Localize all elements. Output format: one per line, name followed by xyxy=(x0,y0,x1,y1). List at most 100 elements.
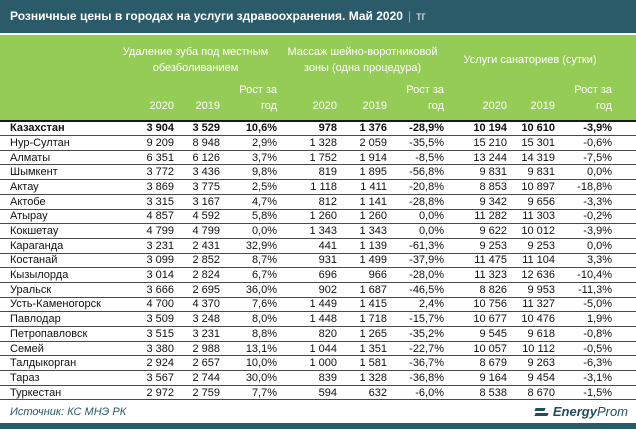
value-cell: 10 476 xyxy=(509,311,558,327)
value-cell: 1,9% xyxy=(557,311,615,327)
value-cell: 6,7% xyxy=(222,267,280,283)
spacer xyxy=(614,370,636,386)
value-cell: 8 853 xyxy=(446,179,510,195)
value-cell: -3,9% xyxy=(557,223,615,239)
value-cell: 30,0% xyxy=(222,370,280,386)
year-column-header: 2019 xyxy=(509,83,558,121)
value-cell: 594 xyxy=(279,385,340,401)
value-cell: 1 752 xyxy=(279,150,340,166)
value-cell: -18,8% xyxy=(557,179,615,195)
value-cell: 2 695 xyxy=(176,282,222,298)
city-cell: Талдыкорган xyxy=(0,355,112,372)
value-cell: 10 057 xyxy=(446,341,510,357)
energyprom-logo-text: EnergyProm xyxy=(552,404,628,420)
value-cell: 1 914 xyxy=(339,150,390,166)
spacer xyxy=(614,209,636,225)
value-cell: 978 xyxy=(279,119,340,137)
value-cell: 8 826 xyxy=(446,282,510,298)
value-cell: -3,3% xyxy=(557,194,615,210)
spacer xyxy=(614,253,636,269)
value-cell: 10 756 xyxy=(446,297,510,313)
value-cell: 902 xyxy=(279,282,340,298)
city-column-spacer xyxy=(0,35,112,83)
value-cell: 9 831 xyxy=(446,164,510,181)
table-row: Усть-Каменогорск 4 700 4 370 7,6% 1 449 1 415… xyxy=(0,297,636,313)
value-cell: 819 xyxy=(279,164,340,181)
column-group-massage: Массаж шейно-воротниковой зоны (одна про… xyxy=(279,35,447,83)
value-cell: -3,9% xyxy=(557,119,615,137)
value-cell: 1 895 xyxy=(339,164,390,181)
city-cell: Нур-Султан xyxy=(0,135,112,151)
value-cell: 1 351 xyxy=(339,341,390,357)
table-row: Казахстан 3 904 3 529 10,6% 978 1 376 -28,9% 10… xyxy=(0,119,636,137)
value-cell: 9 454 xyxy=(509,370,558,386)
value-cell: -0,2% xyxy=(557,209,615,225)
value-cell: 9 209 xyxy=(112,135,176,151)
value-cell: 8,8% xyxy=(222,326,280,342)
value-cell: 9,8% xyxy=(222,164,280,181)
value-cell: 11 475 xyxy=(446,253,510,269)
value-cell: 4 799 xyxy=(176,223,222,239)
value-cell: 9 263 xyxy=(509,355,558,372)
city-cell: Караганда xyxy=(0,238,112,254)
value-cell: 11 323 xyxy=(446,267,510,283)
value-cell: 3 869 xyxy=(112,179,176,195)
table-row: Талдыкорган 2 924 2 657 10,0% 1 000 1 581 -36,… xyxy=(0,355,636,372)
value-cell: -8,5% xyxy=(389,150,447,166)
value-cell: -1,5% xyxy=(557,385,615,401)
value-cell: 1 581 xyxy=(339,355,390,372)
spacer xyxy=(614,35,636,83)
value-cell: 1 415 xyxy=(339,297,390,313)
value-cell: 966 xyxy=(339,267,390,283)
value-cell: 12 636 xyxy=(509,267,558,283)
value-cell: 632 xyxy=(339,385,390,401)
value-cell: 7,6% xyxy=(222,297,280,313)
spacer xyxy=(614,223,636,239)
value-cell: 3 231 xyxy=(112,238,176,254)
value-cell: 3,7% xyxy=(222,150,280,166)
spacer xyxy=(614,297,636,313)
value-cell: 14 319 xyxy=(509,150,558,166)
value-cell: 0,0% xyxy=(557,238,615,254)
table-row: Тараз 3 567 2 744 30,0% 839 1 328 -36,8% 9 164 9… xyxy=(0,370,636,386)
energyprom-logo: EnergyProm xyxy=(534,404,628,420)
value-cell: 3 167 xyxy=(176,194,222,210)
bottom-bar xyxy=(0,423,636,430)
value-cell: 2 744 xyxy=(176,370,222,386)
table-row: Кызылорда 3 014 2 824 6,7% 696 966 -28,0% 11 32… xyxy=(0,267,636,283)
value-cell: 2 657 xyxy=(176,355,222,372)
value-cell: 1 118 xyxy=(279,179,340,195)
value-cell: 1 343 xyxy=(339,223,390,239)
value-cell: 9 253 xyxy=(509,238,558,254)
value-cell: 1 343 xyxy=(279,223,340,239)
value-cell: -28,0% xyxy=(389,267,447,283)
value-cell: 3 529 xyxy=(176,119,222,137)
value-cell: 3 509 xyxy=(112,311,176,327)
value-cell: 9 831 xyxy=(509,164,558,181)
year-column-header: Рост за год xyxy=(557,83,615,121)
value-cell: 15 210 xyxy=(446,135,510,151)
table-row: Туркестан 2 972 2 759 7,7% 594 632 -6,0% 8 538 8… xyxy=(0,385,636,401)
value-cell: 3 772 xyxy=(112,164,176,181)
value-cell: -61,3% xyxy=(389,238,447,254)
value-cell: 10 194 xyxy=(446,119,510,137)
value-cell: 3 231 xyxy=(176,326,222,342)
value-cell: 10 610 xyxy=(509,119,558,137)
value-cell: -36,8% xyxy=(389,370,447,386)
value-cell: 11 282 xyxy=(446,209,510,225)
year-column-header: 2020 xyxy=(279,83,340,121)
city-cell: Кызылорда xyxy=(0,267,112,283)
value-cell: 6 351 xyxy=(112,150,176,166)
value-cell: 4 799 xyxy=(112,223,176,239)
value-cell: -6,3% xyxy=(557,355,615,372)
value-cell: 4 592 xyxy=(176,209,222,225)
value-cell: 1 448 xyxy=(279,311,340,327)
value-cell: -46,5% xyxy=(389,282,447,298)
value-cell: 9 656 xyxy=(509,194,558,210)
city-cell: Алматы xyxy=(0,150,112,166)
table-row: Павлодар 3 509 3 248 8,0% 1 448 1 718 -15,7% 10… xyxy=(0,311,636,327)
value-cell: -5,0% xyxy=(557,297,615,313)
value-cell: 441 xyxy=(279,238,340,254)
spacer xyxy=(614,83,636,121)
spacer xyxy=(614,119,636,137)
